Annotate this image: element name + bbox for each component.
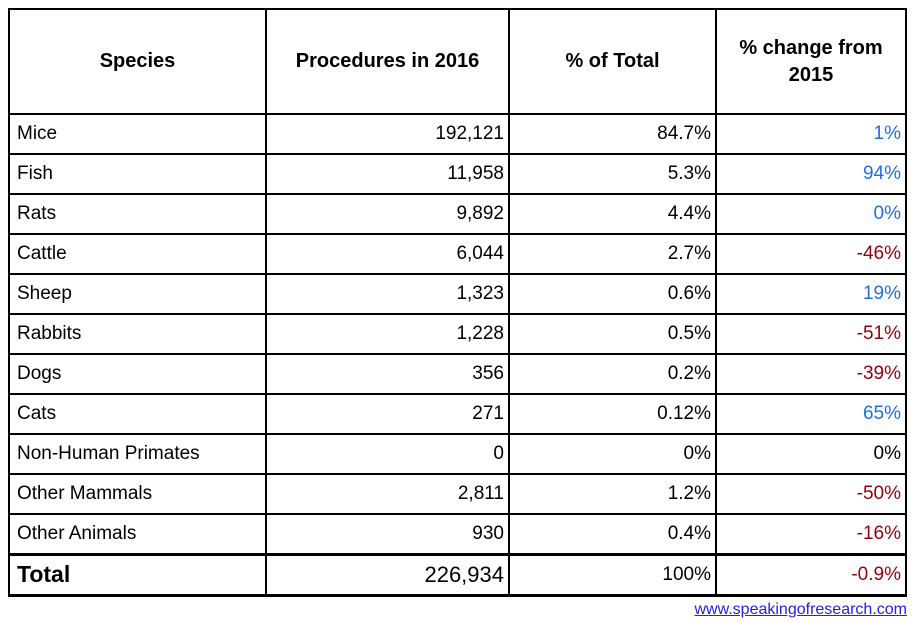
pct-total-cell: 0.2%	[508, 353, 717, 395]
pct-total-cell: 0.4%	[508, 513, 717, 555]
total-pct-cell: 100%	[508, 552, 717, 597]
pct-change-cell: -46%	[715, 233, 907, 275]
header-procedures: Procedures in 2016	[265, 8, 510, 115]
table-row: Mice 192,121 84.7% 1%	[8, 113, 907, 155]
procedures-cell: 11,958	[265, 153, 510, 195]
species-cell: Other Animals	[8, 513, 267, 555]
species-cell: Other Mammals	[8, 473, 267, 515]
pct-change-cell: 0%	[715, 433, 907, 475]
table-row: Sheep 1,323 0.6% 19%	[8, 273, 907, 315]
header-species: Species	[8, 8, 267, 115]
table-row: Other Animals 930 0.4% -16%	[8, 513, 907, 555]
species-cell: Cats	[8, 393, 267, 435]
table-row: Cattle 6,044 2.7% -46%	[8, 233, 907, 275]
table-row: Cats 271 0.12% 65%	[8, 393, 907, 435]
procedures-cell: 0	[265, 433, 510, 475]
pct-change-cell: 0%	[715, 193, 907, 235]
species-cell: Rats	[8, 193, 267, 235]
pct-total-cell: 0.6%	[508, 273, 717, 315]
species-cell: Dogs	[8, 353, 267, 395]
table-row: Fish 11,958 5.3% 94%	[8, 153, 907, 195]
header-pct-total: % of Total	[508, 8, 717, 115]
total-label-cell: Total	[8, 552, 267, 597]
table-row: Rabbits 1,228 0.5% -51%	[8, 313, 907, 355]
table-row: Dogs 356 0.2% -39%	[8, 353, 907, 395]
pct-total-cell: 1.2%	[508, 473, 717, 515]
table-row: Rats 9,892 4.4% 0%	[8, 193, 907, 235]
procedures-cell: 930	[265, 513, 510, 555]
pct-total-cell: 4.4%	[508, 193, 717, 235]
pct-change-cell: 65%	[715, 393, 907, 435]
pct-total-cell: 2.7%	[508, 233, 717, 275]
pct-change-cell: 1%	[715, 113, 907, 155]
species-cell: Sheep	[8, 273, 267, 315]
pct-change-cell: -16%	[715, 513, 907, 555]
procedures-cell: 192,121	[265, 113, 510, 155]
species-cell: Mice	[8, 113, 267, 155]
pct-total-cell: 84.7%	[508, 113, 717, 155]
species-cell: Rabbits	[8, 313, 267, 355]
table-row: Non-Human Primates 0 0% 0%	[8, 433, 907, 475]
procedures-cell: 6,044	[265, 233, 510, 275]
footer: www.speakingofresearch.com	[8, 601, 909, 619]
procedures-cell: 2,811	[265, 473, 510, 515]
procedures-cell: 271	[265, 393, 510, 435]
pct-total-cell: 5.3%	[508, 153, 717, 195]
procedures-cell: 356	[265, 353, 510, 395]
procedures-cell: 9,892	[265, 193, 510, 235]
header-pct-change: % change from 2015	[715, 8, 907, 115]
total-procedures-cell: 226,934	[265, 552, 510, 597]
species-cell: Non-Human Primates	[8, 433, 267, 475]
pct-change-cell: 94%	[715, 153, 907, 195]
source-link[interactable]: www.speakingofresearch.com	[694, 600, 907, 618]
species-cell: Fish	[8, 153, 267, 195]
procedures-cell: 1,228	[265, 313, 510, 355]
pct-total-cell: 0%	[508, 433, 717, 475]
procedures-cell: 1,323	[265, 273, 510, 315]
table-row: Other Mammals 2,811 1.2% -50%	[8, 473, 907, 515]
total-row: Total 226,934 100% -0.9%	[8, 552, 907, 597]
pct-total-cell: 0.12%	[508, 393, 717, 435]
species-procedures-table: Species Procedures in 2016 % of Total % …	[8, 8, 907, 597]
pct-total-cell: 0.5%	[508, 313, 717, 355]
species-cell: Cattle	[8, 233, 267, 275]
pct-change-cell: -51%	[715, 313, 907, 355]
pct-change-cell: -39%	[715, 353, 907, 395]
header-row: Species Procedures in 2016 % of Total % …	[8, 8, 907, 115]
pct-change-cell: -50%	[715, 473, 907, 515]
total-change-cell: -0.9%	[715, 552, 907, 597]
pct-change-cell: 19%	[715, 273, 907, 315]
